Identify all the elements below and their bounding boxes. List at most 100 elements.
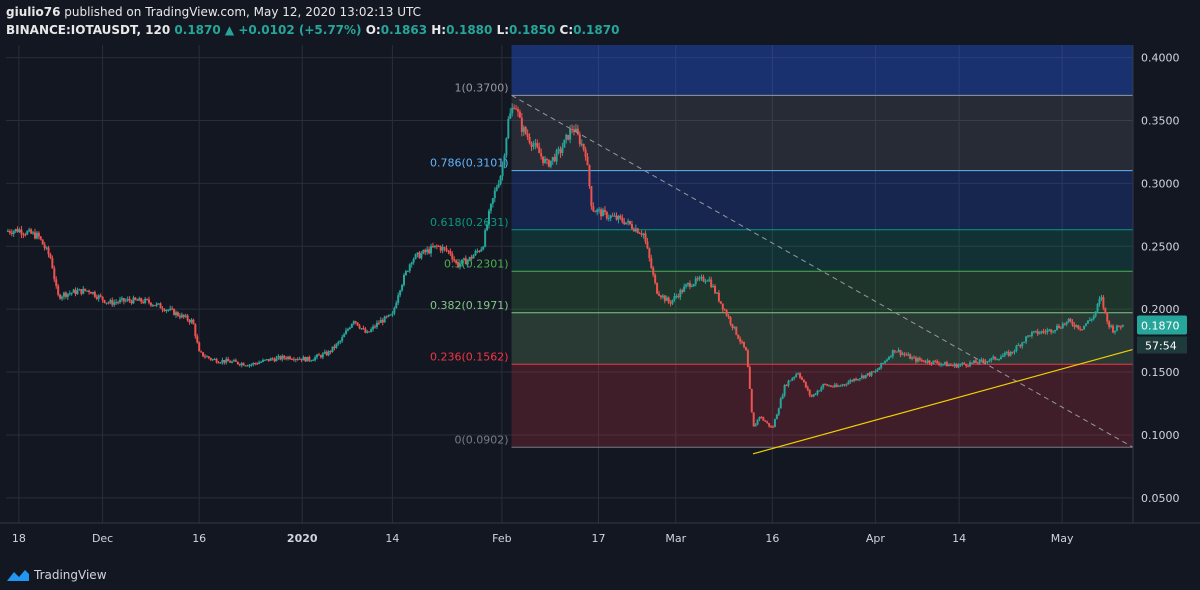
candle-body	[770, 426, 773, 428]
candle-body	[702, 276, 705, 282]
candle-body	[998, 359, 1001, 361]
candle-body	[617, 215, 620, 220]
candle-body	[49, 254, 52, 259]
candle-body	[1100, 297, 1103, 299]
candle-body	[1048, 329, 1051, 331]
brand-logo[interactable]: TradingView	[6, 568, 107, 582]
candle-body	[489, 203, 492, 211]
support-trendline[interactable]	[752, 348, 1134, 455]
candle-body	[364, 328, 367, 333]
candle-body	[509, 113, 512, 119]
candle-body	[375, 322, 378, 327]
candle-body	[169, 308, 172, 310]
y-tick-label-2: 0.3000	[1141, 177, 1180, 190]
candle-body	[238, 364, 241, 366]
candle-body	[524, 127, 527, 134]
candle-body	[988, 360, 991, 362]
candle-body	[1108, 321, 1111, 327]
candle-body	[874, 371, 877, 373]
y-tick-label-5: 0.1500	[1141, 366, 1180, 379]
candle-body	[849, 380, 852, 383]
candle-body	[18, 229, 21, 233]
candle-body	[544, 159, 547, 163]
fib-trend-dashed-line[interactable]	[511, 94, 1134, 448]
candle-body	[362, 328, 365, 330]
candle-body	[374, 326, 377, 328]
candle-body	[860, 375, 863, 379]
candle-body	[312, 359, 315, 361]
candle-body	[192, 319, 195, 325]
candle-body	[472, 255, 475, 259]
candle-body	[1081, 329, 1084, 331]
candle-body	[667, 297, 670, 303]
candle-body	[401, 284, 404, 291]
candle-body	[551, 156, 554, 161]
fib-zone-5	[511, 312, 1133, 365]
candle-body	[800, 377, 803, 380]
candle-body	[107, 302, 110, 304]
candle-body	[433, 245, 436, 248]
candle-body	[335, 343, 338, 348]
candle-body	[700, 276, 703, 278]
candle-body	[86, 290, 89, 292]
candle-body	[165, 309, 168, 312]
candle-body	[422, 250, 425, 254]
last-price: 0.1870	[174, 23, 221, 37]
candle-body	[891, 350, 894, 357]
candle-body	[837, 385, 840, 387]
candle-body	[273, 359, 276, 362]
candle-body	[441, 247, 444, 251]
candle-body	[630, 224, 633, 229]
candle-body	[393, 308, 396, 314]
candle-body	[868, 373, 871, 376]
candle-body	[74, 289, 77, 295]
candle-body	[723, 309, 726, 311]
candle-body	[542, 156, 545, 163]
candle-body	[654, 274, 657, 283]
candle-body	[447, 250, 450, 252]
candle-body	[984, 361, 987, 363]
candle-body	[563, 139, 566, 148]
candle-body	[532, 144, 535, 147]
candle-body	[319, 355, 322, 358]
current-price-badge	[1137, 315, 1187, 335]
candle-body	[325, 351, 328, 356]
candle-body	[1044, 331, 1047, 333]
candle-body	[128, 298, 131, 301]
candle-body	[889, 356, 892, 358]
candle-body	[1084, 323, 1087, 326]
candle-body	[306, 356, 309, 362]
symbol-name[interactable]: BINANCE:IOTAUSDT, 120	[6, 23, 171, 37]
candle-body	[443, 247, 446, 249]
candle-body	[462, 258, 465, 260]
candle-body	[159, 303, 162, 309]
candle-body	[598, 209, 601, 211]
brand-name: TradingView	[34, 568, 107, 582]
candle-body	[795, 374, 798, 377]
candle-body	[115, 302, 118, 304]
candle-body	[559, 149, 562, 154]
candle-body	[611, 215, 614, 217]
candle-body	[522, 127, 525, 132]
candle-body	[1036, 330, 1039, 334]
candle-body	[712, 286, 715, 288]
candle-body	[698, 277, 701, 280]
candle-body	[53, 268, 56, 280]
candle-body	[1028, 335, 1031, 337]
candle-body	[424, 250, 427, 253]
candle-body	[147, 299, 150, 303]
candle-body	[256, 363, 259, 365]
candle-body	[580, 143, 583, 145]
candle-body	[250, 364, 253, 366]
candle-body	[265, 359, 268, 361]
candle-body	[1113, 330, 1116, 333]
author-name[interactable]: giulio76	[6, 5, 61, 19]
candle-body	[1027, 335, 1030, 337]
candle-body	[296, 359, 299, 361]
candle-body	[603, 209, 606, 212]
x-tick-label-5: Feb	[492, 532, 511, 545]
candle-body	[578, 134, 581, 145]
candle-body	[90, 292, 93, 294]
candle-body	[600, 209, 603, 217]
